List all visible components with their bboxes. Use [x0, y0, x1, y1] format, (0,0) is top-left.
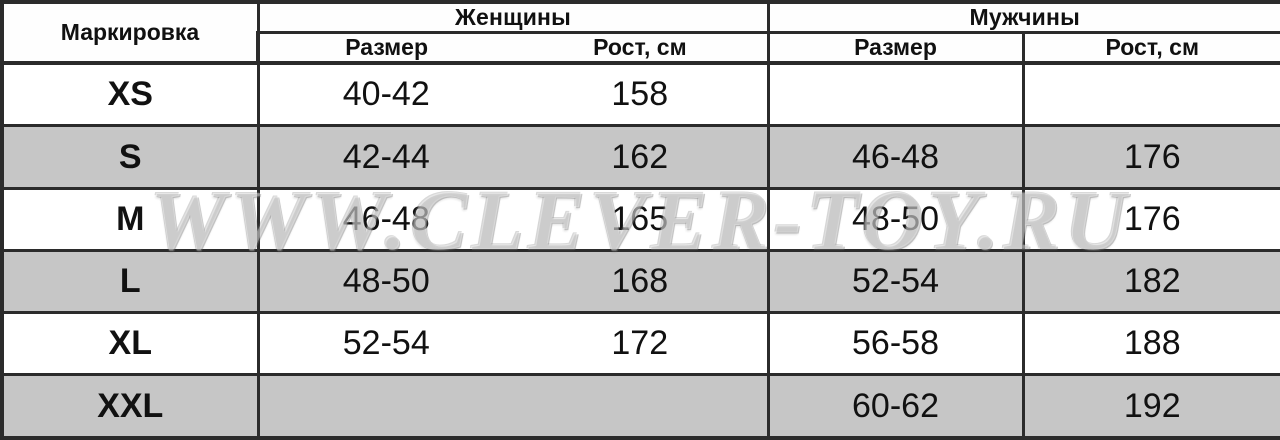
- table-row: L 48-50 168 52-54 182: [0, 248, 1280, 315]
- table-body: XS 40-42 158 S 42-44 162 46-48 176 M 46-48 165 48-5…: [0, 61, 1280, 440]
- table-row: XL 52-54 172 56-58 188: [0, 311, 1280, 377]
- cell-women-height: [513, 376, 767, 436]
- cell-marking: XS: [0, 61, 260, 128]
- table-row: S 42-44 162 46-48 176: [0, 124, 1280, 190]
- column-group-header-women: Женщины: [256, 0, 770, 34]
- cell-women-pair: 42-44 162: [256, 124, 770, 190]
- table-header: Маркировка Женщины Мужчины Размер Рост, …: [0, 0, 1280, 65]
- column-header-women-height: Рост, см: [593, 34, 687, 60]
- cell-marking: XL: [0, 311, 260, 377]
- cell-women-size: 40-42: [342, 75, 430, 114]
- column-header-women-size: Размер: [345, 34, 429, 60]
- cell-women-pair: 48-50 168: [256, 248, 770, 315]
- cell-men-height: 182: [1021, 248, 1280, 315]
- table-row: M 46-48 165 48-50 176: [0, 186, 1280, 252]
- cell-women-pair: 52-54 172: [256, 311, 770, 377]
- cell-women-height: 158: [611, 75, 669, 114]
- cell-marking: XXL: [0, 373, 260, 440]
- column-header-marking: Маркировка: [0, 0, 260, 65]
- cell-men-size: 52-54: [766, 248, 1025, 315]
- table-header-row-subcolumns: Размер Рост, см Размер Рост, см: [2, 31, 1280, 65]
- table-row: XS 40-42 158: [0, 61, 1280, 128]
- cell-women-size: 52-54: [342, 324, 430, 363]
- cell-men-size: 46-48: [766, 124, 1025, 190]
- cell-men-size: 48-50: [766, 186, 1025, 252]
- column-header-men-height: Рост, см: [1021, 31, 1280, 65]
- cell-women-pair: 40-42 158: [256, 61, 770, 128]
- cell-women-height: 168: [611, 262, 669, 301]
- table-header-row-groups: Маркировка Женщины Мужчины: [0, 0, 1280, 65]
- column-group-header-men: Мужчины: [766, 0, 1280, 34]
- column-header-men-size: Размер: [766, 31, 1025, 65]
- cell-women-pair: [256, 373, 770, 440]
- cell-marking: L: [0, 248, 260, 315]
- cell-women-height: 162: [611, 137, 669, 176]
- cell-men-height: 176: [1021, 124, 1280, 190]
- cell-women-height: 165: [611, 199, 669, 238]
- cell-men-height: 176: [1021, 186, 1280, 252]
- cell-marking: M: [0, 186, 260, 252]
- cell-men-size: 56-58: [766, 311, 1025, 377]
- cell-men-height: 188: [1021, 311, 1280, 377]
- cell-women-size: 42-44: [342, 137, 430, 176]
- cell-women-size: [260, 376, 514, 436]
- cell-women-size: 48-50: [342, 262, 430, 301]
- cell-women-height: 172: [611, 324, 669, 363]
- cell-men-size: [766, 61, 1025, 128]
- cell-women-pair: 46-48 165: [256, 186, 770, 252]
- column-header-women-pair: Размер Рост, см: [256, 31, 770, 65]
- cell-women-size: 46-48: [342, 199, 430, 238]
- cell-men-height: 192: [1021, 373, 1280, 440]
- table-row: XXL 60-62 192: [0, 373, 1280, 440]
- cell-men-size: 60-62: [766, 373, 1025, 440]
- cell-men-height: [1021, 61, 1280, 128]
- cell-marking: S: [0, 124, 260, 190]
